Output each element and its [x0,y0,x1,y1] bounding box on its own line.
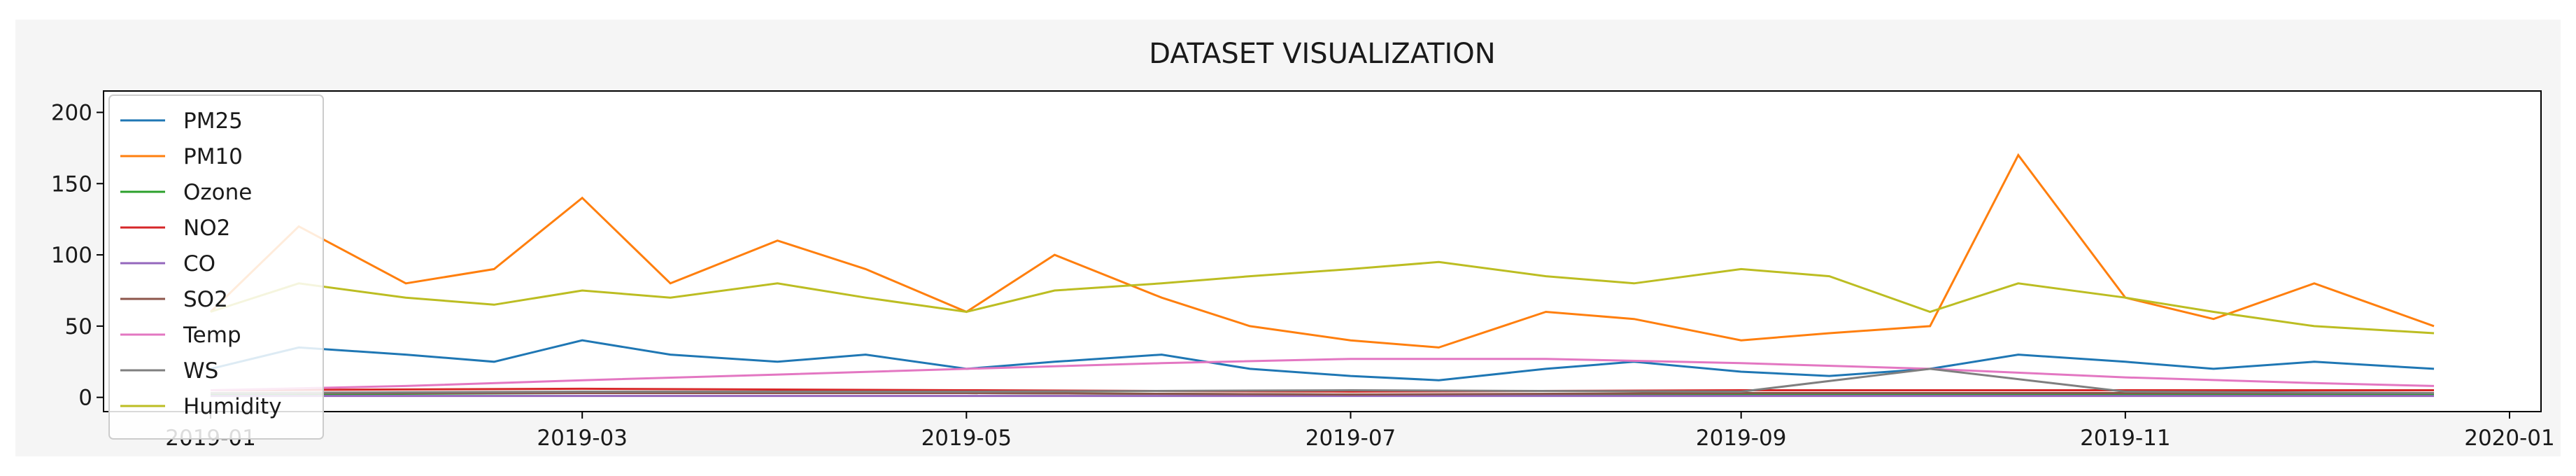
x-tick-label: 2019-05 [921,426,1012,451]
x-tick-label: 2019-11 [2080,426,2171,451]
x-tick-label: 2019-03 [537,426,628,451]
plot-area [103,90,2542,412]
legend-label-ws: WS [183,358,218,384]
chart-title: DATASET VISUALIZATION [1149,38,1495,70]
y-tick-label: 50 [65,314,92,340]
series-line-pm10 [209,153,2435,349]
y-tick-label: 100 [51,243,92,268]
y-tick-label: 0 [78,386,92,411]
x-tick-label: 2020-01 [2464,426,2555,451]
legend-label-ozone: Ozone [183,180,252,205]
series-line-ws [210,368,2435,394]
legend: PM25 PM10 Ozone NO2 CO SO2 Temp WS Humidity [108,94,324,440]
legend-label-temp: Temp [183,323,241,348]
series-line-so2 [211,392,2434,396]
legend-box [108,94,324,440]
legend-label-pm10: PM10 [183,144,243,169]
legend-label-pm25: PM25 [183,108,243,134]
y-tick-label: 200 [51,101,92,126]
y-tick-label: 150 [51,172,92,197]
series-line-no2 [210,387,2434,393]
legend-label-co: CO [183,251,215,276]
legend-label-humidity: Humidity [183,394,282,419]
chart-svg: DATASET VISUALIZATION 0 50 100 150 200 2019-0… [51,38,2555,451]
series-line-temp [210,358,2435,391]
x-tick-label: 2019-09 [1696,426,1787,451]
x-tick-label: 2019-07 [1305,426,1396,451]
legend-label-so2: SO2 [183,287,228,312]
legend-label-no2: NO2 [183,216,230,241]
series-line-pm25 [210,339,2435,382]
chart-figure: DATASET VISUALIZATION 0 50 100 150 200 2019-0… [15,20,2561,456]
series-layer [209,153,2435,398]
series-line-humidity [210,260,2435,335]
